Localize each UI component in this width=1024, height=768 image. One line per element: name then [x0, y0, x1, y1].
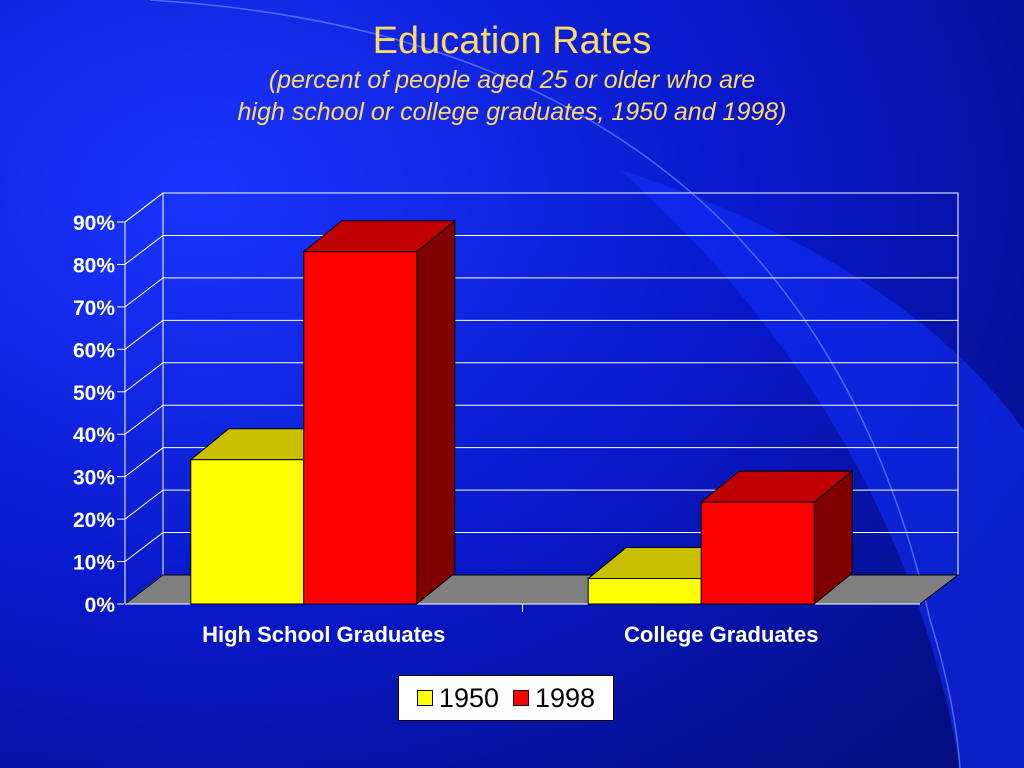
y-tick-label: 0% [85, 594, 116, 617]
legend-label-1998: 1998 [535, 682, 596, 713]
y-tick-label: 20% [73, 509, 115, 532]
chart-subtitle-line-1: (percent of people aged 25 or older who … [268, 66, 756, 94]
side-wall-gridline [124, 277, 164, 308]
legend-item-1950: 1950 [416, 682, 499, 714]
chart-subtitle-line-2: high school or college graduates, 1950 a… [237, 98, 787, 126]
bar-side-face [416, 219, 456, 606]
side-wall-gridline [124, 532, 164, 562]
side-wall-gridline [124, 447, 164, 478]
bar [587, 578, 702, 605]
y-tick-label: 40% [73, 424, 115, 447]
side-wall-gridline [124, 489, 164, 520]
side-wall-gridline [124, 404, 164, 435]
bar [190, 459, 305, 605]
side-wall-top-edge [124, 192, 164, 223]
y-tick-label: 30% [73, 467, 115, 490]
y-tick-label: 60% [73, 339, 115, 362]
x-category-label: High School Graduates [202, 622, 445, 647]
title-block: Education Rates (percent of people aged … [0, 18, 1024, 128]
y-tick-label: 50% [73, 382, 115, 405]
bar [303, 251, 418, 605]
legend-swatch-1998 [513, 690, 529, 706]
legend-label-1950: 1950 [438, 682, 499, 713]
chart-legend: 1950 1998 [398, 675, 614, 721]
y-tick-label: 90% [73, 212, 115, 235]
y-tick-label: 70% [73, 297, 115, 320]
side-wall-gridline [124, 319, 164, 350]
y-tick-label: 10% [73, 552, 115, 575]
chart-title: Education Rates [372, 20, 652, 62]
x-category-label: College Graduates [624, 622, 818, 647]
side-wall-gridline [124, 235, 164, 265]
legend-swatch-1950 [416, 690, 433, 706]
bar [700, 501, 815, 605]
legend-item-1998: 1998 [513, 683, 595, 714]
y-tick-label: 80% [73, 254, 115, 277]
side-wall-gridline [124, 362, 164, 393]
